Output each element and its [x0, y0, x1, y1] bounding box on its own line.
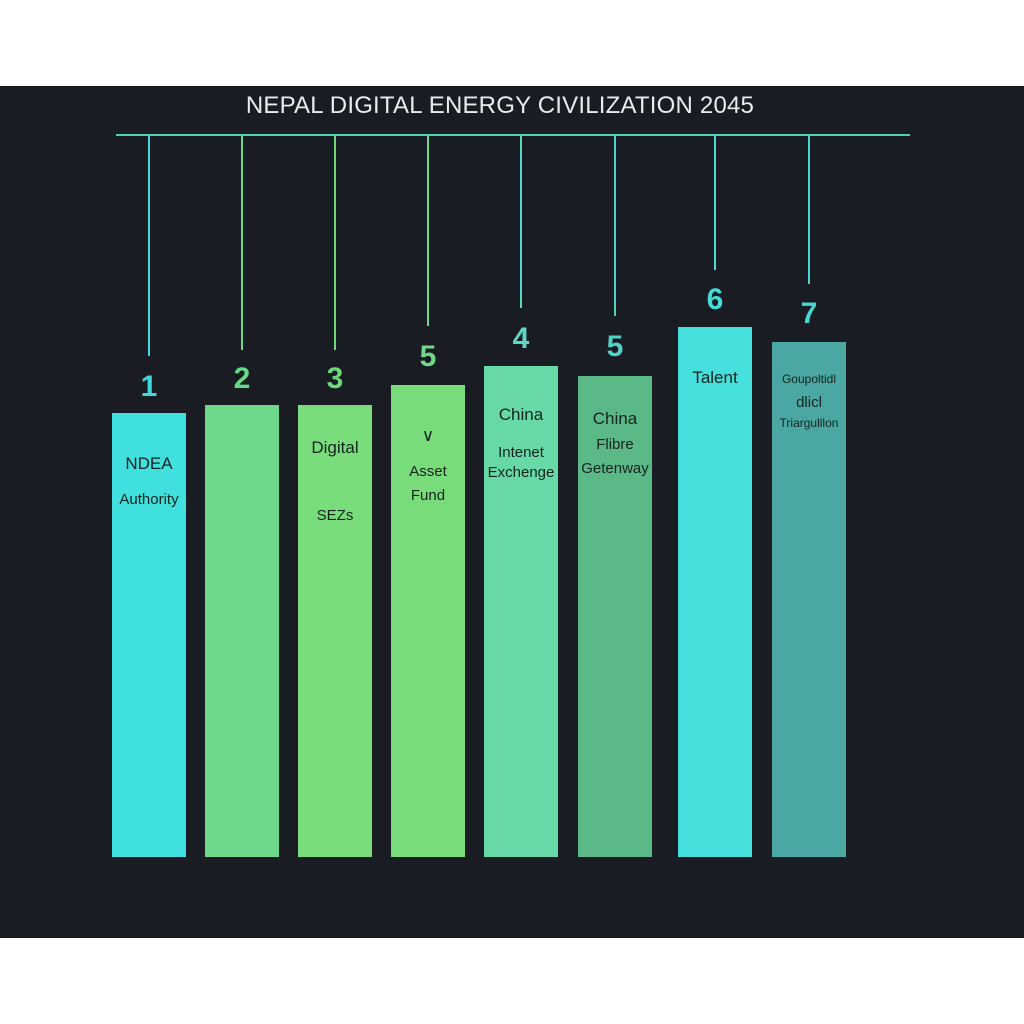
- pillar-connector: [714, 136, 716, 270]
- pillar-connector: [808, 136, 810, 284]
- pillar-label-line: NDEA: [125, 454, 173, 473]
- pillar-number: 2: [233, 362, 251, 395]
- pillar-label-line: Asset: [409, 463, 447, 480]
- pillar-label-line: Flibre: [596, 436, 634, 453]
- pillar-label-line: ∨: [421, 426, 435, 445]
- pillar-number: 5: [606, 330, 624, 363]
- pillar-number: 1: [140, 370, 158, 403]
- pillar-label-line: Authority: [119, 491, 179, 508]
- pillar-bar: [205, 405, 279, 857]
- pillar-label-line: Exchenge: [487, 464, 555, 481]
- pillar-bar: Digital SEZs: [298, 405, 372, 857]
- pillar-label-line: SEZs: [316, 507, 354, 524]
- pillar-label-line: Goupoltidl: [781, 372, 837, 386]
- pillar-bar: ∨ Asset Fund: [391, 385, 465, 857]
- pillar-number: 5: [419, 340, 437, 373]
- pillar-connector: [427, 136, 429, 326]
- pillar-label-line: dlicl: [796, 394, 822, 411]
- pillar-connector: [148, 136, 150, 356]
- diagram-title: NEPAL DIGITAL ENERGY CIVILIZATION 2045: [245, 92, 755, 119]
- pillar-connector: [334, 136, 336, 350]
- timeline-rail: [116, 134, 910, 136]
- pillar-number: 4: [512, 322, 530, 355]
- pillar-connector: [241, 136, 243, 350]
- pillar-bar: China Intenet Exchenge: [484, 366, 558, 857]
- pillar-label-line: Fund: [410, 487, 446, 504]
- pillar-label-line: China: [592, 409, 638, 428]
- pillar-label-line: Digital: [311, 438, 359, 457]
- pillar-label-line: Talent: [692, 368, 738, 387]
- pillar-bar: China Flibre Getenway: [578, 376, 652, 857]
- pillar-number: 6: [706, 283, 724, 316]
- pillar-connector: [614, 136, 616, 316]
- pillar-label-line: Getenway: [581, 460, 649, 477]
- pillar-connector: [520, 136, 522, 308]
- pillar-label-line: China: [498, 405, 544, 424]
- pillar-number: 7: [800, 297, 818, 330]
- pillar-number: 3: [326, 362, 344, 395]
- pillar-bar: Goupoltidl dlicl Triargulllon: [772, 342, 846, 857]
- pillar-label-line: Triargulllon: [779, 416, 839, 430]
- pillar-label-line: Intenet: [498, 444, 544, 461]
- pillar-bar: NDEA Authority: [112, 413, 186, 857]
- pillar-bar: Talent: [678, 327, 752, 857]
